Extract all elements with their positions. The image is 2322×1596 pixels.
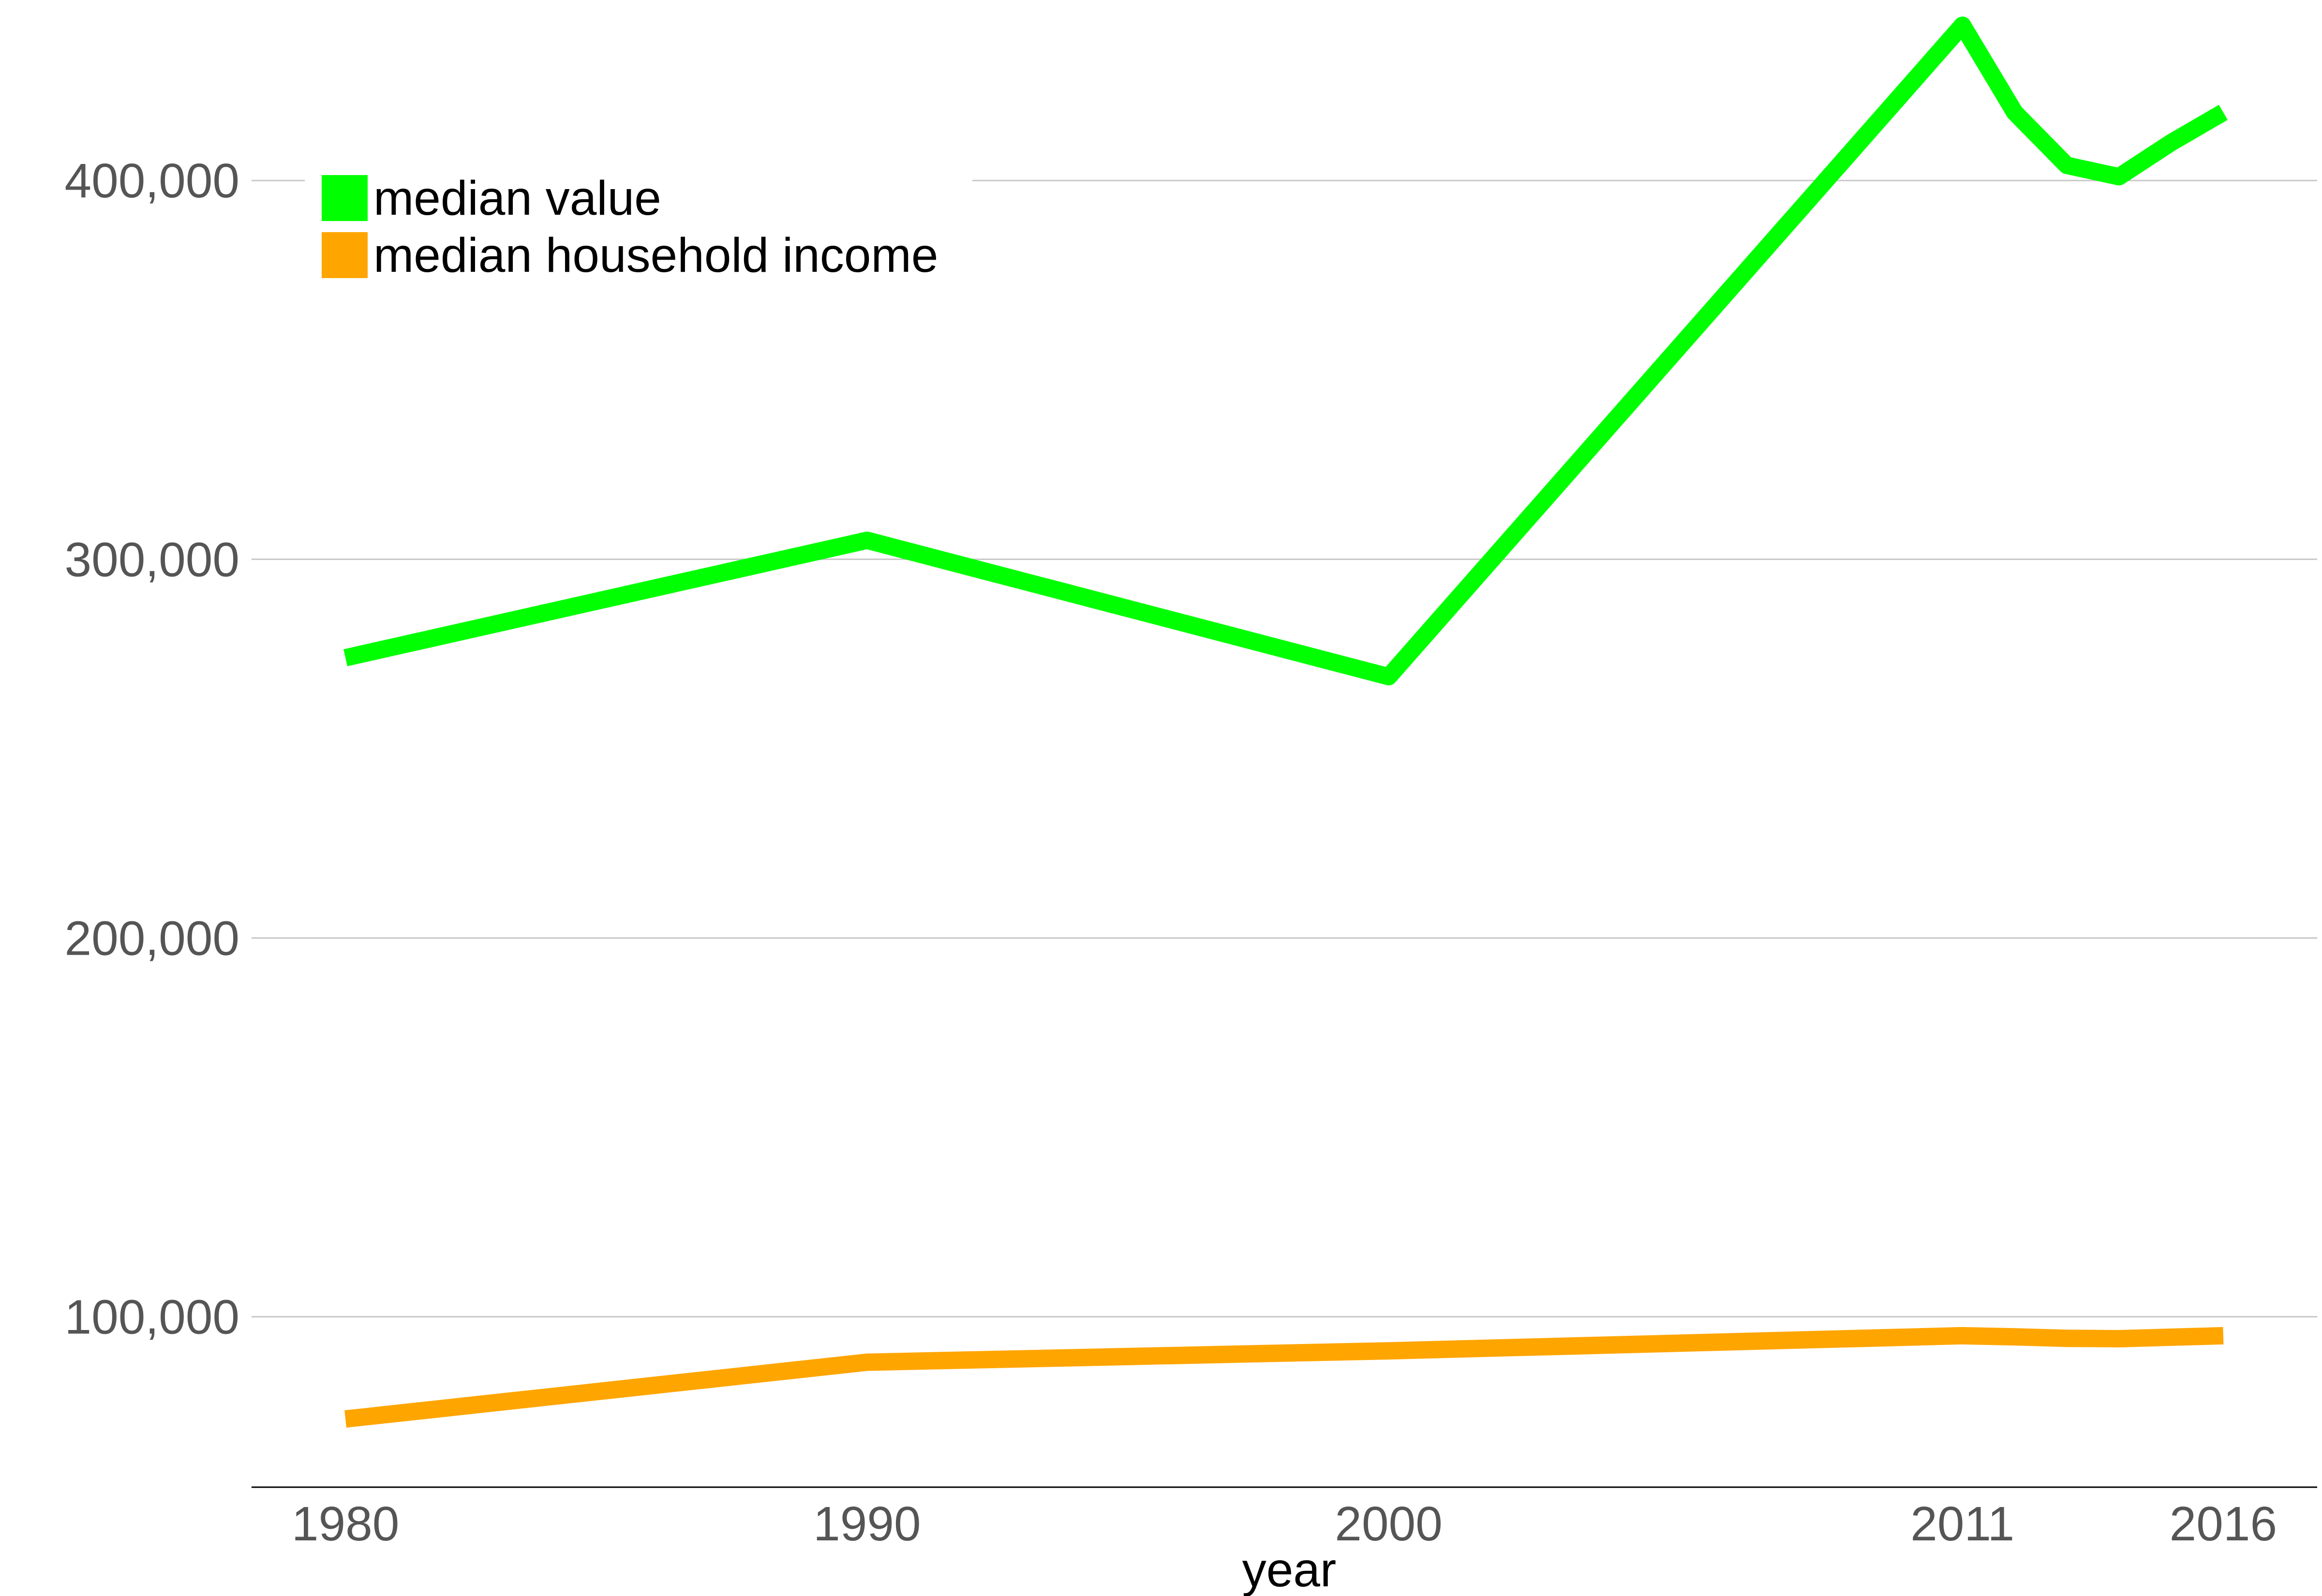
y-tick-label: 100,000: [65, 1290, 239, 1345]
legend-label: median household income: [373, 228, 938, 282]
series-lines: [343, 16, 2228, 1428]
legend-swatch: [322, 175, 368, 221]
series-line: [344, 1327, 2224, 1428]
x-axis-title: year: [1242, 1543, 1337, 1596]
series-line: [343, 16, 2228, 686]
y-tick-label: 300,000: [65, 532, 239, 587]
y-axis-tick-labels: 100,000 200,000 300,000 400,000: [65, 154, 239, 1344]
x-axis-tick-labels: 1980 1990 2000 2011 2016: [292, 1497, 2277, 1551]
legend-background: [305, 162, 972, 283]
legend-swatch: [322, 232, 368, 278]
x-tick-label: 2016: [2170, 1497, 2277, 1551]
x-tick-label: 2000: [1335, 1497, 1442, 1551]
x-tick-label: 1990: [813, 1497, 921, 1551]
y-tick-label: 400,000: [65, 154, 239, 208]
x-tick-label: 1980: [292, 1497, 399, 1551]
x-tick-label: 2011: [1910, 1497, 2014, 1551]
legend-label: median value: [373, 171, 661, 225]
y-tick-label: 200,000: [65, 911, 239, 965]
